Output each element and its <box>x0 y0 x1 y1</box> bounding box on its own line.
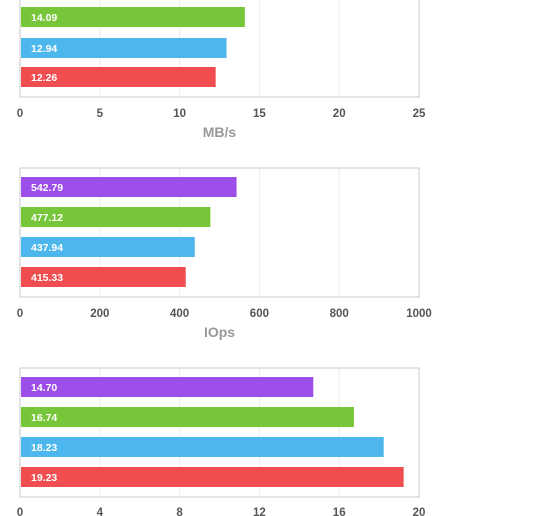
bar-value-label: 18.23 <box>31 442 57 454</box>
x-tick-label: 8 <box>176 507 183 516</box>
chart-2: 542.79 477.12 437.94 415.33 0 200 400 600 800 100… <box>17 167 432 340</box>
x-tick-label: 600 <box>250 308 269 320</box>
bar-value-label: 415.33 <box>31 272 63 284</box>
chart-3: 14.70 16.74 18.23 19.23 0 4 8 12 16 20 <box>17 367 426 516</box>
x-axis-label: IOps <box>204 324 235 340</box>
x-axis-label: MB/s <box>203 124 237 140</box>
bar <box>21 467 404 487</box>
x-tick-label: 20 <box>413 507 426 516</box>
x-tick-label: 15 <box>253 108 266 120</box>
x-tick-label: 0 <box>17 507 23 516</box>
bar <box>21 67 216 87</box>
bar-value-label: 542.79 <box>31 182 63 194</box>
bar <box>21 407 354 427</box>
x-tick-label: 20 <box>333 108 346 120</box>
x-tick-label: 400 <box>170 308 189 320</box>
bar <box>21 377 314 397</box>
x-tick-label: 0 <box>17 308 23 320</box>
bar-value-label: 19.23 <box>31 472 57 484</box>
x-tick-label: 200 <box>90 308 109 320</box>
bar-value-label: 437.94 <box>31 242 63 254</box>
x-tick-label: 1000 <box>406 308 432 320</box>
bar-value-label: 477.12 <box>31 212 63 224</box>
bar-value-label: 12.26 <box>31 72 57 84</box>
bar <box>21 237 195 257</box>
chart-1: 14.09 12.94 12.26 0 5 10 15 20 25 MB/s <box>17 0 426 140</box>
x-tick-label: 800 <box>330 308 349 320</box>
x-tick-label: 0 <box>17 108 23 120</box>
bar <box>21 177 237 197</box>
bar <box>21 437 384 457</box>
x-tick-label: 16 <box>333 507 346 516</box>
bar <box>21 38 227 58</box>
bar-value-label: 16.74 <box>31 412 57 424</box>
bar-value-label: 14.09 <box>31 12 57 24</box>
x-tick-label: 10 <box>173 108 186 120</box>
x-tick-label: 12 <box>253 507 266 516</box>
x-tick-label: 25 <box>413 108 426 120</box>
bar <box>21 267 186 287</box>
bar <box>21 7 245 27</box>
bar <box>21 207 211 227</box>
x-tick-label: 4 <box>97 507 104 516</box>
bar-value-label: 12.94 <box>31 43 57 55</box>
x-tick-label: 5 <box>97 108 104 120</box>
bar-value-label: 14.70 <box>31 382 57 394</box>
